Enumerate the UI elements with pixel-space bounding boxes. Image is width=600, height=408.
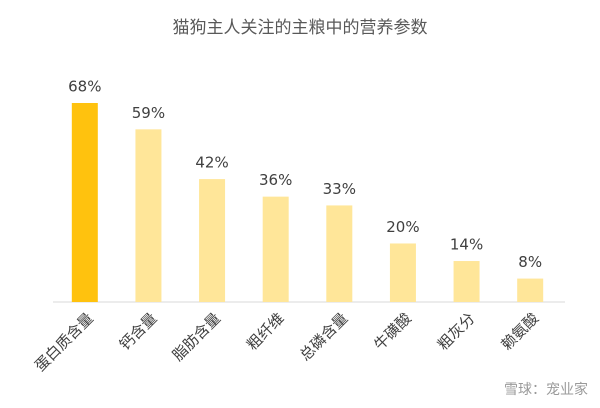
data-label: 59% [132, 104, 165, 122]
bar [71, 103, 98, 302]
bar [389, 243, 416, 302]
data-label: 68% [68, 78, 101, 96]
watermark: 雪球：宠业家 [504, 381, 588, 398]
data-label: 42% [195, 154, 228, 172]
x-tick-label: 牛磺酸 [370, 309, 415, 354]
x-tick-label: 赖氨酸 [498, 309, 543, 354]
x-tick-label: 蛋白质含量 [31, 309, 97, 375]
data-label: 8% [518, 253, 542, 271]
x-tick-label: 脂肪含量 [169, 309, 224, 364]
x-tick-label: 粗灰分 [434, 309, 479, 354]
data-label: 20% [386, 218, 419, 236]
data-label: 33% [323, 180, 356, 198]
data-label: 14% [450, 236, 483, 254]
bar [326, 205, 353, 302]
x-tick-label: 钙含量 [116, 309, 161, 354]
bar [517, 278, 544, 302]
bar [135, 129, 162, 302]
data-label: 36% [259, 171, 292, 189]
bar [453, 261, 480, 302]
x-tick-label: 粗纤维 [243, 309, 288, 354]
bar [199, 179, 226, 302]
x-tick-label: 总磷含量 [296, 309, 351, 364]
bar [262, 196, 289, 302]
chart-title: 猫狗主人关注的主粮中的营养参数 [173, 18, 428, 38]
